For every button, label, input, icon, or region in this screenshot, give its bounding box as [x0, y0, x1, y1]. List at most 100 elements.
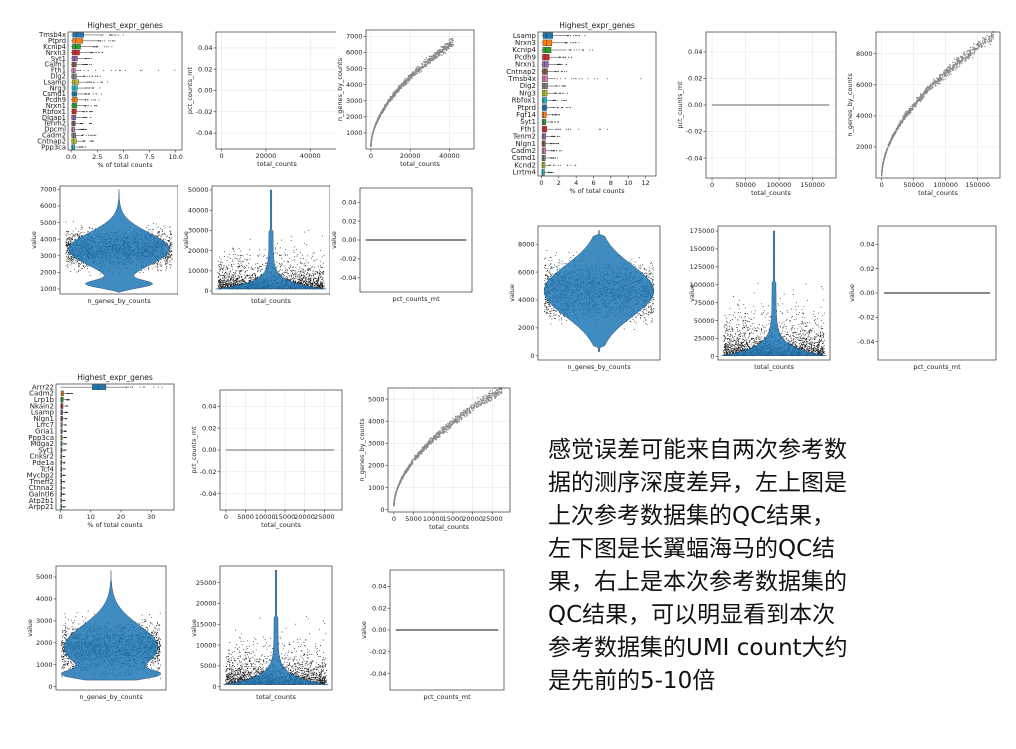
jitter-point [292, 259, 294, 261]
jitter-point [71, 256, 73, 258]
jitter-point [68, 243, 70, 245]
x-axis-label: % of total counts [97, 161, 153, 169]
jitter-point [252, 278, 254, 280]
jitter-point [78, 234, 80, 236]
jitter-point [249, 249, 251, 251]
jitter-point [303, 268, 305, 270]
jitter-point [234, 280, 236, 282]
jitter-point [151, 267, 153, 269]
jitter-point [303, 274, 304, 276]
jitter-point [287, 277, 289, 279]
scatter-point [394, 95, 397, 97]
jitter-point [320, 260, 322, 262]
jitter-point [148, 267, 150, 268]
scatter-point [442, 48, 445, 51]
jitter-point [74, 235, 76, 237]
jitter-point [226, 265, 228, 267]
outlier-point [110, 34, 112, 36]
jitter-point [166, 267, 167, 269]
jitter-point [71, 238, 72, 240]
jitter-point [165, 266, 167, 268]
jitter-point [165, 256, 166, 258]
scatter-point [405, 83, 408, 85]
jitter-point [240, 260, 242, 262]
outlier-point [92, 81, 94, 83]
x-tick-label: 0.0 [66, 153, 76, 161]
outlier-point [95, 52, 97, 54]
box-cadm2 [71, 132, 77, 138]
outlier-point [102, 81, 104, 83]
jitter-point [297, 279, 299, 280]
box-dpcml [71, 126, 75, 132]
jitter-point [65, 221, 67, 223]
jitter-point [71, 262, 73, 264]
outlier-point [114, 40, 116, 42]
x-axis-label: n_genes_by_counts [87, 297, 151, 305]
scatter-point [452, 44, 454, 47]
outlier-point [111, 40, 113, 42]
scatter-point [444, 45, 446, 48]
scatter-point [382, 110, 384, 112]
jitter-point [323, 286, 325, 288]
jitter-point [253, 279, 255, 281]
jitter-point [319, 284, 321, 285]
jitter-point [70, 241, 71, 243]
jitter-point [223, 275, 224, 276]
jitter-point [92, 228, 93, 230]
jitter-point [168, 252, 170, 254]
jitter-point [157, 266, 159, 268]
scatter-point [398, 88, 400, 91]
scatter-point [447, 47, 449, 49]
scatter-point [437, 53, 440, 55]
jitter-point [233, 273, 235, 275]
outlier-point [93, 99, 95, 101]
outlier-point [93, 46, 95, 48]
jitter-point [246, 259, 248, 261]
jitter-point [302, 280, 304, 282]
outlier-point [79, 146, 81, 148]
jitter-point [294, 274, 296, 276]
scatter-point [415, 71, 418, 73]
jitter-point [314, 271, 316, 273]
outlier-point [95, 75, 97, 77]
outlier-point [90, 52, 92, 54]
jitter-point [166, 261, 168, 263]
outlier-point [89, 63, 91, 65]
scatter-point [401, 84, 403, 87]
jitter-point [307, 276, 309, 278]
jitter-point [262, 255, 264, 257]
y-tick-label: 5000 [346, 65, 363, 73]
jitter-point [68, 244, 70, 246]
jitter-point [72, 233, 74, 235]
x-tick-label: 40000 [439, 152, 460, 160]
jitter-point [227, 268, 229, 269]
scatter-point [372, 131, 374, 134]
jitter-point [291, 275, 293, 277]
scatter-point [412, 71, 414, 73]
jitter-point [67, 265, 69, 267]
jitter-point [169, 226, 171, 228]
jitter-point [288, 268, 290, 270]
jitter-point [67, 238, 69, 240]
jitter-point [316, 279, 318, 281]
jitter-point [171, 255, 173, 257]
jitter-point [276, 262, 278, 263]
jitter-point [68, 253, 70, 255]
jitter-point [151, 231, 153, 233]
outlier-point [83, 146, 85, 148]
scatter-point [376, 121, 378, 123]
jitter-point [65, 242, 67, 244]
jitter-point [69, 257, 71, 259]
jitter-point [305, 244, 307, 246]
jitter-point [309, 268, 311, 270]
chart-svg: 01000020000300004000050000total_countsva… [182, 185, 331, 305]
outlier-point [103, 69, 105, 71]
plot-area [71, 32, 176, 150]
scatter-point [412, 75, 415, 77]
box-dlg2 [71, 73, 77, 79]
jitter-point [73, 262, 75, 264]
outlier-point [80, 128, 82, 130]
jitter-point [83, 266, 85, 268]
jitter-point [304, 275, 306, 277]
jitter-point [283, 265, 285, 267]
